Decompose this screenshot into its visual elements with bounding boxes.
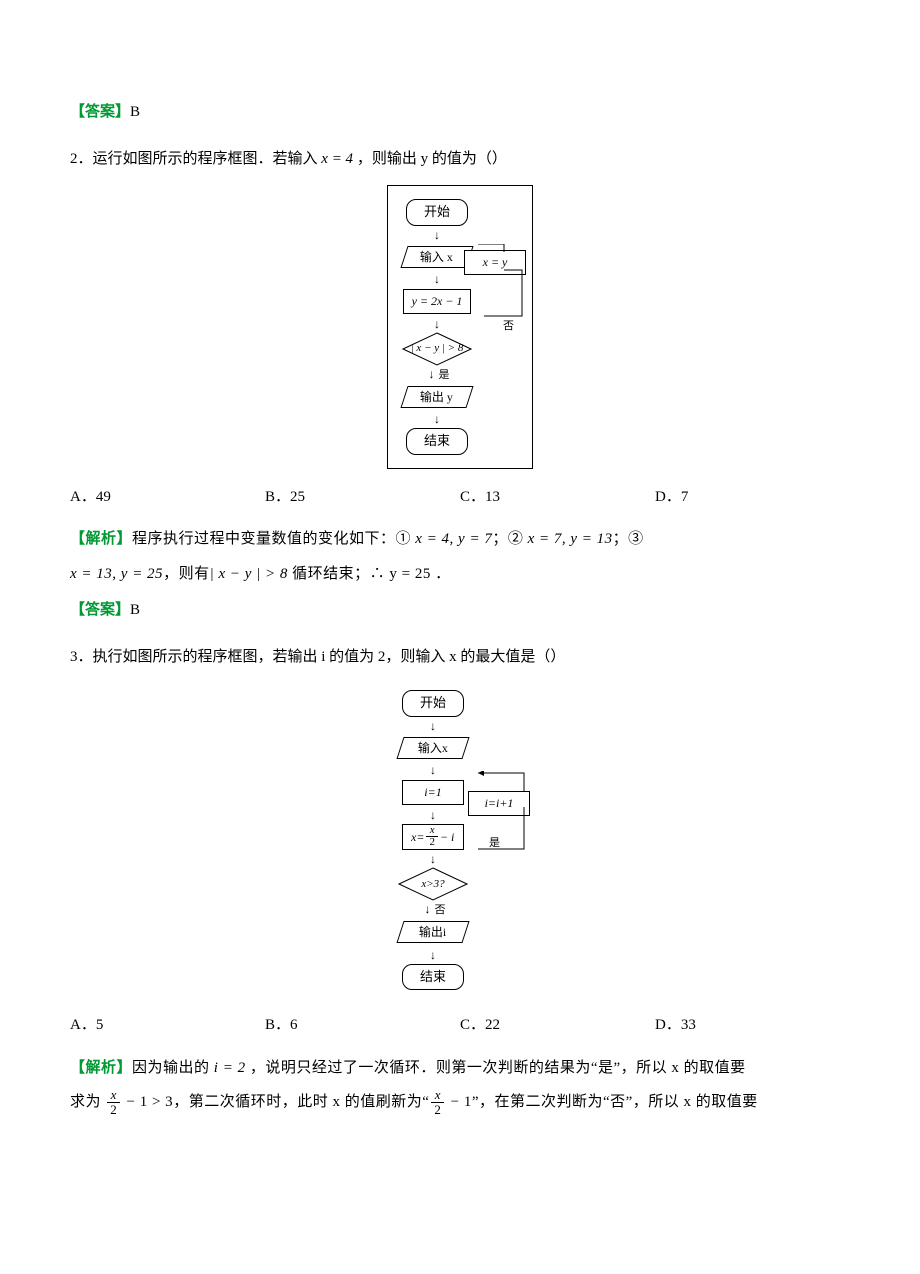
frac-x-2-a: x2 (107, 1088, 120, 1116)
q2-ana-pre: 程序执行过程中变量数值的变化如下：① (132, 531, 415, 547)
answer-block-2: 【答案】B (70, 596, 850, 625)
arrow-icon: ↓ (434, 273, 440, 285)
frac-x-2-b: x2 (431, 1088, 444, 1116)
arrow-icon: ↓否 (425, 903, 442, 916)
q3-analysis-2: 求为 x2 − 1 > 3，第二次循环时，此时 x 的值刷新为“x2 − 1”，… (70, 1088, 850, 1117)
fc2-loopback-line-2 (476, 244, 506, 262)
answer-label: 【答案】 (70, 104, 130, 120)
flowchart-3-wrap: 开始 ↓ 输入x ↓ i=1 ↓ x= x2 − i ↓ x>3? ↓否 输出i… (70, 683, 850, 997)
q2-text-before: 运行如图所示的程序框图．若输入 (93, 151, 322, 167)
fc3-proc: x= x2 − i (402, 824, 464, 850)
q3-l2-post: ”，在第二次判断为“否”，所以 x 的取值要 (472, 1094, 758, 1110)
arrow-icon: ↓ (430, 764, 436, 776)
q3-option-d: D．33 (655, 1011, 850, 1040)
q3-number: 3． (70, 649, 93, 665)
arrow-icon: ↓ (434, 318, 440, 330)
fc2-decision: | x − y | > 8 (402, 332, 472, 366)
question-2: 2．运行如图所示的程序框图．若输入 x = 4 ，则输出 y 的值为（） (70, 145, 850, 174)
fc3-loopback-line (474, 771, 534, 857)
flowchart-2-wrap: 开始 ↓ 输入 x ↓ y = 2x − 1 ↓ | x − y | > 8 ↓… (70, 185, 850, 469)
q2-step3: x = 13, y = 25 (70, 566, 163, 582)
q2-ana-mid: ，则有 (163, 566, 210, 582)
q3-l1-pre: 因为输出的 (132, 1060, 214, 1076)
fc2-output: 输出 y (400, 386, 473, 408)
q2-option-d: D．7 (655, 483, 850, 512)
fc3-decision: x>3? (398, 867, 468, 901)
q3-l2-mid2: ，第二次循环时，此时 x 的值刷新为“ (173, 1094, 429, 1110)
q2-option-c: C．13 (460, 483, 655, 512)
q2-text-after: ，则输出 y 的值为（） (353, 151, 507, 167)
fc2-input: 输入 x (400, 246, 473, 268)
q3-l2-mid1: − 1 > 3 (122, 1094, 173, 1110)
q3-l1-post: ，说明只经过了一次循环．则第一次判断的结果为“是”，所以 x 的取值要 (246, 1060, 746, 1076)
q3-options: A．5 B．6 C．22 D．33 (70, 1011, 850, 1040)
q3-text: 执行如图所示的程序框图，若输出 i 的值为 2，则输入 x 的最大值是（） (93, 649, 566, 665)
q2-sep1: ；② (492, 531, 527, 547)
fc2-end: 结束 (406, 428, 468, 455)
fc3-start: 开始 (402, 690, 464, 717)
fc2-process: y = 2x − 1 (403, 289, 472, 314)
arrow-icon: ↓ (430, 809, 436, 821)
arrow-icon: ↓ (430, 720, 436, 732)
fc2-loopback-line (482, 260, 528, 324)
q3-analysis-1: 【解析】因为输出的 i = 2 ，说明只经过了一次循环．则第一次判断的结果为“是… (70, 1054, 850, 1083)
q2-cond: | x − y | > 8 (210, 566, 288, 582)
fc2-start: 开始 (406, 199, 468, 226)
arrow-icon: ↓ (434, 229, 440, 241)
answer-value-2: B (130, 602, 140, 618)
fc3-init: i=1 (402, 780, 464, 805)
arrow-icon: ↓ (430, 949, 436, 961)
q3-l1-eq: i = 2 (214, 1060, 246, 1076)
analysis-label: 【解析】 (70, 1060, 132, 1076)
q3-option-b: B．6 (265, 1011, 460, 1040)
answer-label: 【答案】 (70, 602, 130, 618)
arrow-icon: ↓是 (429, 368, 446, 381)
q2-ana-post: 循环结束；∴ y = 25 ． (288, 566, 451, 582)
q2-number: 2． (70, 151, 93, 167)
q3-l2-mid3: − 1 (446, 1094, 471, 1110)
q3-option-a: A．5 (70, 1011, 265, 1040)
question-3: 3．执行如图所示的程序框图，若输出 i 的值为 2，则输入 x 的最大值是（） (70, 643, 850, 672)
flowchart-2: 开始 ↓ 输入 x ↓ y = 2x − 1 ↓ | x − y | > 8 ↓… (387, 185, 533, 469)
q2-sep2: ；③ (613, 531, 644, 547)
q2-step1: x = 4, y = 7 (415, 531, 492, 547)
q2-analysis: 【解析】程序执行过程中变量数值的变化如下：① x = 4, y = 7；② x … (70, 525, 850, 554)
q3-l2-pre: 求为 (70, 1094, 105, 1110)
fc3-no: 否 (435, 904, 446, 916)
fc3-output: 输出i (396, 921, 469, 943)
analysis-label: 【解析】 (70, 531, 132, 547)
q2-option-a: A．49 (70, 483, 265, 512)
q2-analysis-2: x = 13, y = 25，则有| x − y | > 8 循环结束；∴ y … (70, 560, 850, 589)
answer-block-1: 【答案】B (70, 98, 850, 127)
q3-option-c: C．22 (460, 1011, 655, 1040)
fc3-end: 结束 (402, 964, 464, 991)
q2-option-b: B．25 (265, 483, 460, 512)
answer-value-1: B (130, 104, 140, 120)
arrow-icon: ↓ (430, 853, 436, 865)
arrow-icon: ↓ (434, 413, 440, 425)
q2-step2: x = 7, y = 13 (528, 531, 613, 547)
flowchart-3: 开始 ↓ 输入x ↓ i=1 ↓ x= x2 − i ↓ x>3? ↓否 输出i… (380, 683, 540, 997)
fc2-yes: 是 (439, 369, 450, 381)
q2-options: A．49 B．25 C．13 D．7 (70, 483, 850, 512)
fc3-input: 输入x (396, 737, 469, 759)
q2-eq: x = 4 (321, 151, 353, 167)
